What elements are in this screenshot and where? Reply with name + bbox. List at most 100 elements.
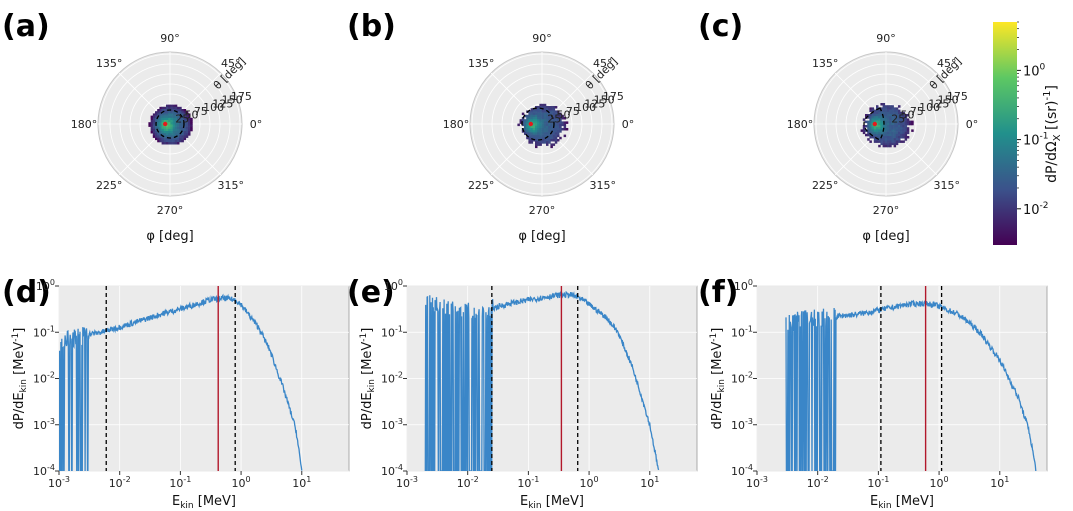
heatmap-cell [895, 131, 899, 135]
heatmap-cell [181, 109, 184, 112]
heatmap-cell [163, 120, 167, 123]
heatmap-cell [891, 109, 894, 113]
heatmap-cell [882, 114, 886, 117]
heatmap-cell [183, 128, 187, 132]
heatmap-cell [190, 122, 193, 125]
heatmap-cell [878, 109, 881, 113]
heatmap-cell [904, 120, 908, 124]
heatmap-cell [172, 120, 176, 123]
heatmap-cell [152, 117, 156, 121]
heatmap-cell [163, 131, 167, 134]
heatmap-cell [552, 119, 556, 122]
heatmap-cell [530, 141, 534, 144]
heatmap-cell [887, 120, 890, 124]
heatmap-cell [159, 122, 162, 125]
polar-radial-tick: 150 [222, 94, 243, 107]
heatmap-cell [174, 133, 178, 136]
heatmap-cell [889, 120, 892, 124]
colorbar-label: dP/dΩX [(sr)-1] [1042, 85, 1063, 183]
heatmap-cell [869, 125, 872, 128]
heatmap-cell [906, 114, 910, 117]
heatmap-cell [893, 142, 897, 146]
heatmap-cell [902, 140, 905, 143]
x-tick-label: 10-2 [109, 475, 131, 490]
heatmap-cell [148, 124, 151, 127]
heatmap-cell [895, 120, 899, 124]
heatmap-cell [526, 121, 529, 124]
heatmap-cell [170, 113, 173, 116]
heatmap-cell [177, 109, 180, 112]
heatmap-cell [873, 125, 877, 128]
heatmap-cell [548, 108, 551, 111]
heatmap-cell [869, 107, 872, 110]
heatmap-cell [543, 106, 547, 109]
heatmap-cell [166, 126, 169, 130]
polar-radial-tick: 50 [557, 109, 571, 122]
heatmap-cell [546, 139, 549, 142]
heatmap-cell [170, 109, 173, 112]
heatmap-cell [887, 118, 890, 121]
heatmap-cell [891, 131, 894, 135]
heatmap-cell [177, 137, 180, 141]
heatmap-cell [168, 137, 171, 141]
heatmap-cell [530, 114, 534, 118]
heatmap-cell [876, 125, 879, 128]
heatmap-cell [902, 111, 905, 115]
heatmap-cell [559, 121, 562, 124]
polar-radial-tick: 175 [231, 90, 252, 103]
heatmap-cell [880, 116, 883, 119]
heatmap-cell [900, 120, 903, 124]
heatmap-cell [902, 127, 905, 130]
heatmap-cell [188, 117, 191, 121]
heatmap-cell [537, 134, 540, 138]
spectrum-plot-f: 10-3 10-2 10-1 100 10110010-110-210-310-4Eki… [709, 278, 1048, 511]
heatmap-cell [895, 140, 899, 143]
heatmap-cell [163, 126, 167, 130]
heatmap-cell [543, 117, 547, 120]
heatmap-cell [893, 129, 897, 132]
heatmap-cell [889, 122, 892, 126]
heatmap-cell [887, 116, 890, 119]
heatmap-cell [554, 112, 558, 116]
heatmap-cell [862, 129, 866, 132]
heatmap-cell [543, 141, 547, 144]
heatmap-cell [532, 108, 536, 111]
heatmap-cell [541, 123, 545, 127]
heatmap-cell [865, 114, 868, 117]
y-tick-label: 100 [384, 278, 403, 293]
heatmap-cell [532, 134, 536, 138]
heatmap-cell [524, 121, 527, 124]
heatmap-cell [887, 136, 890, 139]
heatmap-cell [554, 123, 558, 127]
heatmap-cell [559, 117, 562, 120]
heatmap-cell [865, 125, 868, 128]
polar-radial-tick: 175 [603, 90, 624, 103]
polar-radial-tick: 75 [566, 105, 580, 118]
heatmap-cell [895, 129, 899, 132]
heatmap-cell [170, 131, 173, 134]
heatmap-cell [889, 127, 892, 130]
heatmap-cell [889, 131, 892, 135]
heatmap-cell [152, 128, 156, 132]
heatmap-cell [873, 114, 877, 117]
heatmap-cell [524, 119, 527, 122]
heatmap-cell [898, 133, 901, 137]
heatmap-cell [532, 123, 536, 127]
heatmap-cell [554, 130, 558, 133]
polar-angle-tick: 0° [250, 118, 263, 131]
heatmap-cell [891, 116, 894, 119]
heatmap-cell [150, 128, 154, 132]
heatmap-cell [528, 117, 531, 120]
heatmap-cell [557, 121, 560, 124]
heatmap-cell [550, 139, 553, 142]
heatmap-cell [884, 111, 888, 115]
heatmap-cell [873, 131, 877, 135]
heatmap-cell [873, 129, 877, 132]
heatmap-cell [170, 117, 173, 121]
heatmap-cell [539, 128, 542, 131]
heatmap-cell [166, 133, 169, 136]
heatmap-cell [898, 116, 901, 119]
heatmap-cell [884, 109, 888, 113]
heatmap-cell [170, 133, 173, 136]
heatmap-cell [528, 110, 531, 113]
